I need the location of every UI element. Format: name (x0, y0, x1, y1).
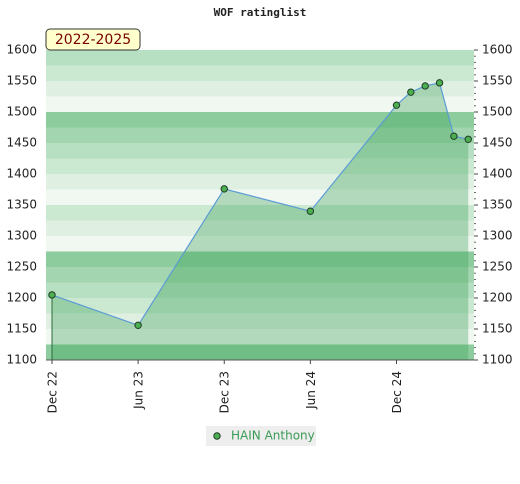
y-tick-label: 1300 (6, 229, 37, 243)
stripe (46, 112, 474, 128)
y2-tick-label: 1550 (482, 74, 513, 88)
y-tick-label: 1150 (6, 322, 37, 336)
annotation: 2022-2025 (55, 32, 131, 48)
y2-tick-label: 1300 (482, 229, 513, 243)
legend-label: HAIN Anthony (231, 429, 315, 443)
line (51, 82, 469, 327)
x-tick-label: Dec 23 (218, 371, 232, 413)
point (407, 88, 415, 96)
stripe (46, 189, 474, 206)
y-tick-label: 1450 (6, 136, 37, 150)
point (464, 135, 472, 143)
point (134, 321, 142, 329)
stripe (46, 143, 474, 159)
y-tick-label: 1500 (6, 105, 37, 119)
stripe (46, 267, 474, 283)
area (52, 82, 469, 361)
y2-tick-label: 1500 (482, 105, 513, 119)
point (220, 185, 228, 193)
point (421, 82, 429, 90)
legend-marker (213, 432, 221, 440)
y-tick-label: 1250 (6, 260, 37, 274)
stripe (46, 174, 474, 190)
y2-tick-label: 1100 (482, 353, 513, 367)
stripe (46, 220, 474, 237)
y2-tick-label: 1450 (482, 136, 513, 150)
point (392, 101, 401, 109)
stripe (46, 313, 474, 330)
legend-box (206, 426, 316, 446)
y2-tick-label: 1600 (482, 43, 513, 57)
y-tick-label: 1100 (6, 353, 37, 367)
stripe (46, 50, 474, 66)
stripe (46, 329, 474, 345)
y-tick-label: 1600 (6, 43, 37, 57)
y2-tick-label: 1200 (482, 291, 513, 305)
stripe (46, 81, 474, 97)
y2-tick-label: 1350 (482, 198, 513, 212)
y-tick-label: 1200 (6, 291, 37, 305)
stripe (46, 236, 474, 252)
point (435, 79, 444, 87)
point (306, 207, 315, 215)
chart-title: WOF ratinglist (214, 6, 307, 19)
y2-tick-label: 1400 (482, 167, 513, 181)
y-tick-label: 1400 (6, 167, 37, 181)
x-tick-label: Dec 24 (390, 371, 404, 413)
stripe (46, 205, 474, 221)
y2-tick-label: 1150 (482, 322, 513, 336)
y2-tick-label: 1250 (482, 260, 513, 274)
annotation-box (45, 28, 141, 51)
stripe (46, 65, 474, 82)
point (450, 132, 458, 140)
stripe (46, 96, 474, 113)
plot-background (46, 50, 474, 361)
point (48, 291, 56, 299)
y-tick-label: 1550 (6, 74, 37, 88)
stripe (46, 251, 474, 268)
x-tick-label: Jun 24 (304, 371, 318, 410)
x-tick-label: Jun 23 (132, 371, 146, 410)
stripe (46, 344, 474, 361)
y-tick-label: 1350 (6, 198, 37, 212)
stripe (46, 127, 474, 144)
stripe (46, 282, 474, 299)
x-tick-label: Dec 22 (46, 371, 60, 413)
stripe (46, 158, 474, 175)
